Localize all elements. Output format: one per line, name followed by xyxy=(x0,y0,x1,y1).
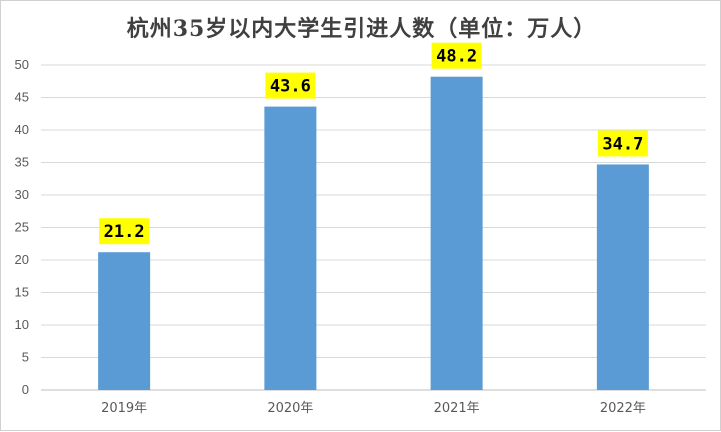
data-label: 43.6 xyxy=(270,77,311,97)
y-tick-label: 25 xyxy=(15,220,29,235)
y-tick-label: 45 xyxy=(15,90,29,105)
data-label-highlight xyxy=(99,218,150,245)
y-tick-label: 20 xyxy=(15,252,29,267)
bar xyxy=(430,76,483,390)
data-label: 34.7 xyxy=(602,134,643,154)
x-tick-label: 2021年 xyxy=(434,401,480,416)
data-label-highlight xyxy=(265,72,316,99)
x-tick-label: 2020年 xyxy=(267,401,313,416)
y-tick-label: 30 xyxy=(15,187,29,202)
x-tick-label: 2019年 xyxy=(101,401,147,416)
y-tick-label: 15 xyxy=(15,285,29,300)
x-tick-label: 2022年 xyxy=(600,401,646,416)
data-label-highlight xyxy=(597,130,648,157)
y-tick-label: 50 xyxy=(15,57,29,72)
y-tick-label: 40 xyxy=(15,122,29,137)
chart-title: 杭州35岁以内大学生引进人数（单位：万人） xyxy=(126,16,597,42)
y-tick-label: 35 xyxy=(15,155,29,170)
y-tick-label: 5 xyxy=(22,350,29,365)
y-tick-label: 0 xyxy=(22,382,29,397)
data-label: 48.2 xyxy=(436,47,477,67)
data-label-highlight xyxy=(431,42,482,69)
bar xyxy=(264,106,317,390)
bar xyxy=(98,252,151,390)
bar xyxy=(596,164,649,390)
y-tick-label: 10 xyxy=(15,317,29,332)
data-label: 21.2 xyxy=(104,222,145,242)
